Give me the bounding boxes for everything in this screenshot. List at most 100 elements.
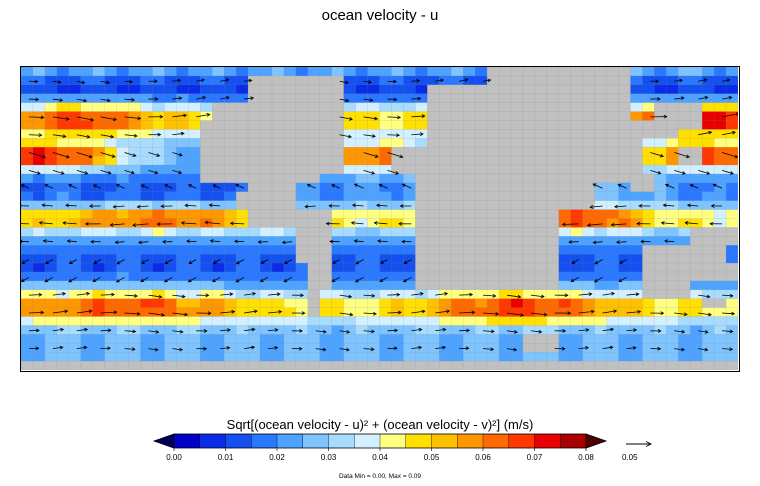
velocity-vector (44, 276, 54, 283)
velocity-vector (363, 347, 375, 352)
map-cell (21, 138, 34, 148)
map-cell (212, 111, 225, 121)
map-cell (642, 218, 655, 228)
map-cell (104, 280, 117, 291)
map-cell (212, 93, 225, 104)
map-cell (44, 316, 58, 326)
map-cell (224, 334, 237, 344)
map-cell (319, 93, 333, 104)
velocity-vector (403, 259, 412, 265)
map-cell (260, 147, 273, 157)
map-cell (415, 298, 428, 309)
map-cell (152, 182, 165, 193)
map-cell (606, 67, 619, 77)
velocity-vector (76, 152, 93, 159)
map-cell (630, 165, 643, 175)
map-cell (499, 343, 512, 353)
map-cell (176, 254, 189, 264)
map-cell (56, 182, 70, 193)
velocity-vector (387, 152, 404, 159)
map-cell (307, 227, 321, 237)
map-cell (606, 84, 619, 95)
map-cell (654, 209, 667, 219)
map-cell (248, 254, 261, 264)
map-cell (606, 218, 619, 228)
map-cell (403, 67, 416, 77)
map-cell (678, 307, 691, 317)
map-cell (200, 316, 213, 326)
map-cell (427, 271, 440, 282)
map-cell (164, 218, 177, 228)
map-cell (558, 298, 572, 309)
map-cell (666, 280, 679, 291)
velocity-vector (88, 204, 101, 208)
map-cell (92, 227, 106, 237)
map-cell (319, 75, 333, 86)
map-cell (618, 227, 631, 237)
map-cell (403, 254, 416, 264)
map-cell (666, 102, 679, 112)
map-cell (271, 120, 285, 130)
colorbar-tick-label: 0.08 (578, 453, 594, 462)
map-cell (570, 67, 584, 77)
map-cell (666, 75, 679, 86)
map-cell (510, 245, 524, 255)
map-cell (283, 280, 297, 291)
map-cell (451, 75, 464, 86)
map-cell (283, 236, 297, 246)
map-cell (80, 343, 94, 353)
map-cell (678, 67, 691, 77)
map-cell (678, 343, 691, 353)
map-cell (307, 298, 321, 309)
map-cell (606, 227, 619, 237)
map-cell (355, 165, 368, 175)
map-cell (726, 200, 738, 210)
map-cell (510, 254, 524, 264)
map-cell (319, 138, 333, 148)
velocity-vector (260, 259, 269, 264)
map-cell (140, 138, 153, 148)
map-cell (68, 138, 82, 148)
map-cell (367, 334, 380, 344)
map-cell (164, 200, 177, 210)
map-cell (44, 254, 58, 264)
map-cell (164, 263, 177, 273)
map-cell (80, 298, 94, 309)
map-cell (56, 254, 70, 264)
map-cell (582, 147, 595, 157)
map-cell (618, 352, 631, 362)
map-cell (44, 138, 58, 148)
velocity-vector (76, 291, 91, 296)
velocity-vector (351, 203, 364, 208)
map-cell (355, 325, 368, 335)
map-cell (343, 245, 356, 255)
map-cell (319, 120, 333, 130)
map-cell (271, 200, 285, 210)
map-cell (104, 298, 117, 309)
map-cell (594, 111, 607, 121)
map-cell (642, 271, 655, 282)
velocity-vector (354, 276, 364, 283)
map-cell (367, 93, 380, 104)
velocity-vector (401, 239, 412, 244)
velocity-vector (435, 327, 447, 332)
map-cell (642, 200, 655, 210)
map-cell (343, 343, 356, 353)
map-cell (44, 298, 58, 309)
map-cell (355, 307, 368, 317)
map-cell (224, 343, 237, 353)
map-cell (642, 227, 655, 237)
map-cell (403, 307, 416, 317)
map-cell (403, 75, 416, 86)
map-cell (534, 334, 548, 344)
velocity-vector (291, 346, 303, 351)
map-cell (319, 165, 333, 175)
velocity-vector (674, 312, 688, 317)
map-cell (690, 298, 703, 309)
map-cell (666, 352, 679, 362)
map-cell (594, 334, 607, 344)
map-cell (690, 111, 703, 121)
velocity-vector (172, 294, 186, 299)
map-cell (152, 289, 165, 300)
map-cell (714, 298, 727, 309)
